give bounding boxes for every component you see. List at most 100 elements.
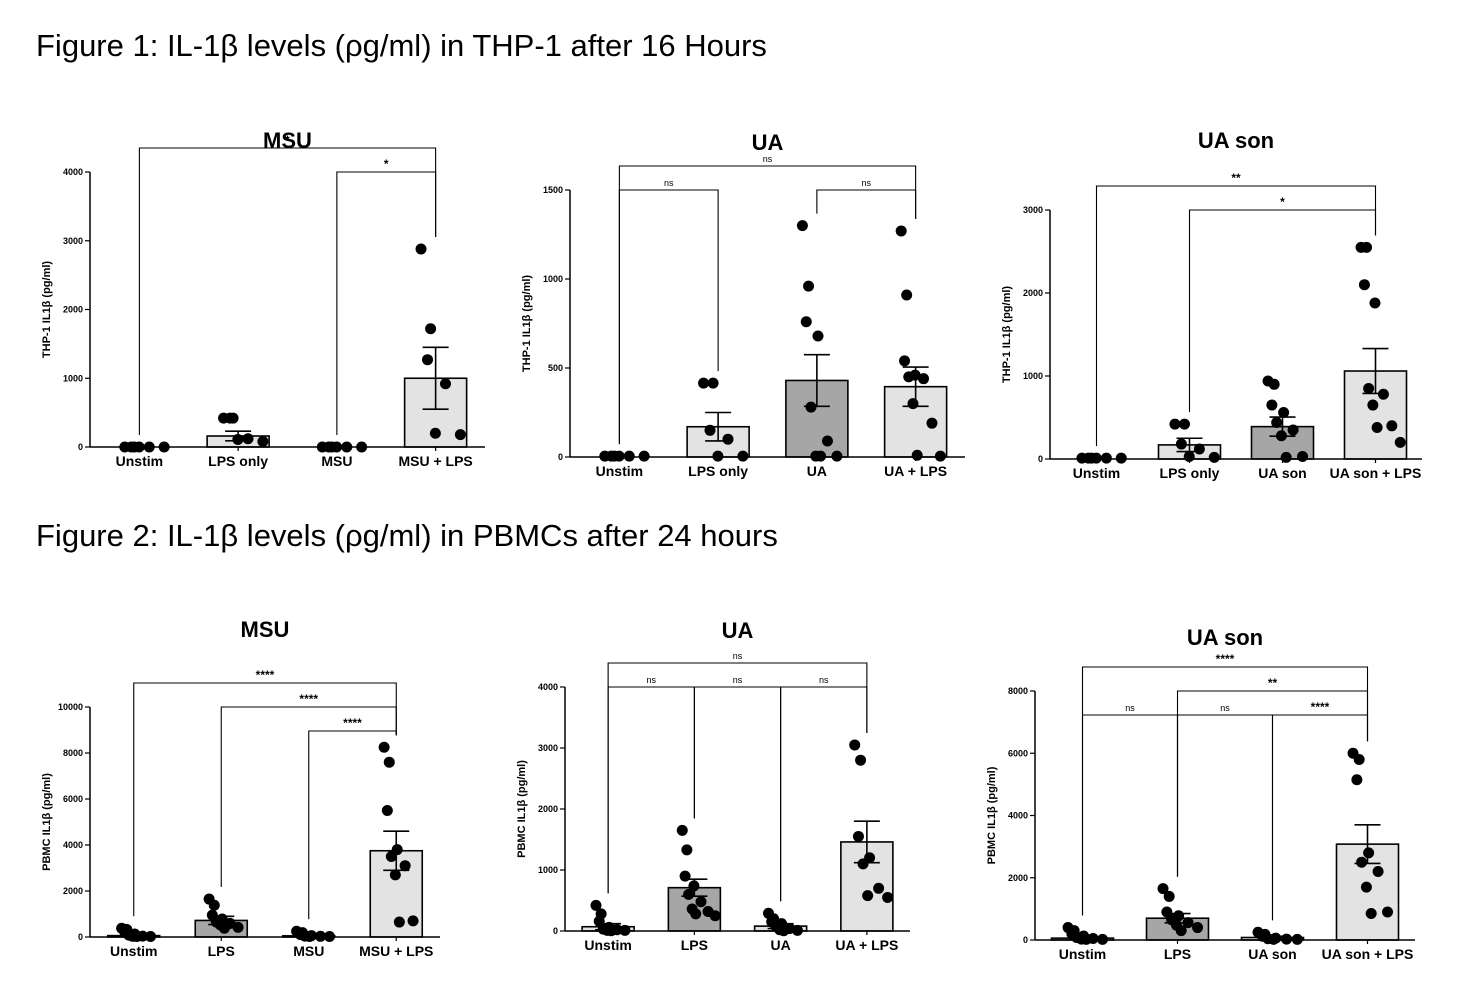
x-tick-label: Unstim xyxy=(1073,465,1120,481)
data-point xyxy=(1386,420,1398,432)
data-point xyxy=(623,450,635,462)
y-tick-label: 3000 xyxy=(1023,205,1043,215)
data-point xyxy=(257,436,269,447)
thp1-ua-son-chart: UA son THP-1 IL1β (pg/ml) 0 1000 2000 3000 Uns… xyxy=(1001,128,1422,481)
significance-bracket xyxy=(1271,714,1369,921)
y-tick-label: 6000 xyxy=(1008,748,1028,758)
data-point xyxy=(895,225,907,237)
chart-group: MSU PBMC IL1β (pg/ml) 0 2000 4000 6000 8000 100… xyxy=(41,617,440,959)
significance-label: ** xyxy=(1231,171,1241,185)
x-tick-label: Unstim xyxy=(584,937,631,953)
y-tick-label: 0 xyxy=(558,452,563,462)
significance-label: * xyxy=(1280,195,1285,209)
x-tick-label: MSU + LPS xyxy=(359,943,433,959)
data-point xyxy=(1363,847,1375,859)
significance-bracket xyxy=(336,171,437,435)
y-tick-label: 1000 xyxy=(63,373,83,383)
data-point xyxy=(857,858,869,870)
data-point xyxy=(821,435,833,447)
data-point xyxy=(1287,424,1299,436)
data-point xyxy=(208,899,220,911)
significance-bracket xyxy=(220,706,397,888)
x-tick-label: UA son + LPS xyxy=(1330,465,1422,481)
y-tick-label: 3000 xyxy=(538,743,558,753)
data-point xyxy=(800,316,812,328)
y-tick-label: 1000 xyxy=(538,865,558,875)
data-point xyxy=(1372,866,1384,878)
data-point xyxy=(638,450,650,462)
data-point xyxy=(1280,451,1292,463)
data-point xyxy=(704,424,716,436)
y-tick-label: 500 xyxy=(548,363,563,373)
y-axis-label: THP-1 IL1β (pg/ml) xyxy=(1001,286,1013,383)
y-tick-label: 1500 xyxy=(543,185,563,195)
data-point xyxy=(1266,399,1278,411)
chart-title: UA xyxy=(722,618,754,643)
y-tick-label: 1000 xyxy=(1023,371,1043,381)
x-tick-label: UA + LPS xyxy=(835,937,898,953)
significance-label: ns xyxy=(646,675,656,685)
y-axis-label: PBMC IL1β (pg/ml) xyxy=(986,766,998,864)
data-point xyxy=(1360,881,1372,893)
chart-title: UA xyxy=(752,130,784,155)
x-tick-label: UA son xyxy=(1258,465,1306,481)
data-point xyxy=(1182,917,1194,929)
y-tick-label: 0 xyxy=(553,926,558,936)
chart-group: UA son PBMC IL1β (pg/ml) 0 2000 4000 6000 8000… xyxy=(986,625,1415,962)
thp1-msu-chart: MSU THP-1 IL1β (pg/ml) 0 1000 2000 3000 4000 Un… xyxy=(41,128,485,469)
y-tick-label: 0 xyxy=(78,442,83,452)
x-tick-label: UA xyxy=(807,463,827,479)
data-point xyxy=(934,450,946,462)
data-point xyxy=(683,888,695,900)
data-point xyxy=(407,915,419,927)
significance-label: ns xyxy=(1220,703,1230,713)
data-point xyxy=(1175,925,1187,937)
x-tick-label: LPS xyxy=(681,937,708,953)
data-point xyxy=(613,450,625,462)
data-point xyxy=(1369,297,1381,309)
data-point xyxy=(429,427,441,439)
data-point xyxy=(1175,438,1187,450)
data-point xyxy=(1297,451,1309,463)
data-point xyxy=(378,741,390,753)
thp1-ua-chart: UA THP-1 IL1β (pg/ml) 0 500 1000 1500 Unstim LP… xyxy=(521,130,965,479)
data-point xyxy=(1356,856,1368,868)
x-tick-label: UA + LPS xyxy=(884,463,947,479)
y-tick-label: 4000 xyxy=(63,840,83,850)
data-point xyxy=(712,450,724,462)
y-tick-label: 0 xyxy=(1023,935,1028,945)
y-tick-label: 10000 xyxy=(58,702,83,712)
x-tick-label: Unstim xyxy=(116,453,163,469)
data-point xyxy=(907,398,919,410)
x-tick-label: LPS only xyxy=(688,463,748,479)
data-point xyxy=(901,289,913,301)
data-point xyxy=(1268,378,1280,390)
data-point xyxy=(1163,890,1175,902)
data-point xyxy=(1351,774,1363,786)
data-point xyxy=(381,805,393,816)
data-point xyxy=(737,450,749,462)
y-tick-label: 2000 xyxy=(538,804,558,814)
data-point xyxy=(852,830,864,842)
y-axis-label: PBMC IL1β (pg/ml) xyxy=(516,760,528,858)
chart-title: UA son xyxy=(1198,128,1274,153)
data-point xyxy=(232,433,244,445)
significance-bracket xyxy=(607,686,695,894)
data-point xyxy=(831,450,843,462)
significance-bracket xyxy=(618,165,917,445)
data-point xyxy=(1371,421,1383,433)
data-point xyxy=(1192,922,1204,934)
significance-label: **** xyxy=(1311,700,1330,714)
y-tick-label: 2000 xyxy=(63,886,83,896)
data-point xyxy=(1377,388,1389,400)
data-point xyxy=(439,378,451,390)
pbmc-ua-son-chart: UA son PBMC IL1β (pg/ml) 0 2000 4000 6000 8000… xyxy=(986,625,1415,962)
data-point xyxy=(849,739,861,751)
data-point xyxy=(1365,908,1377,920)
data-point xyxy=(805,401,817,413)
significance-bracket xyxy=(816,189,917,219)
significance-bracket xyxy=(618,189,719,445)
data-point xyxy=(812,330,824,342)
y-tick-label: 4000 xyxy=(1008,811,1028,821)
x-tick-label: LPS xyxy=(1164,946,1191,962)
